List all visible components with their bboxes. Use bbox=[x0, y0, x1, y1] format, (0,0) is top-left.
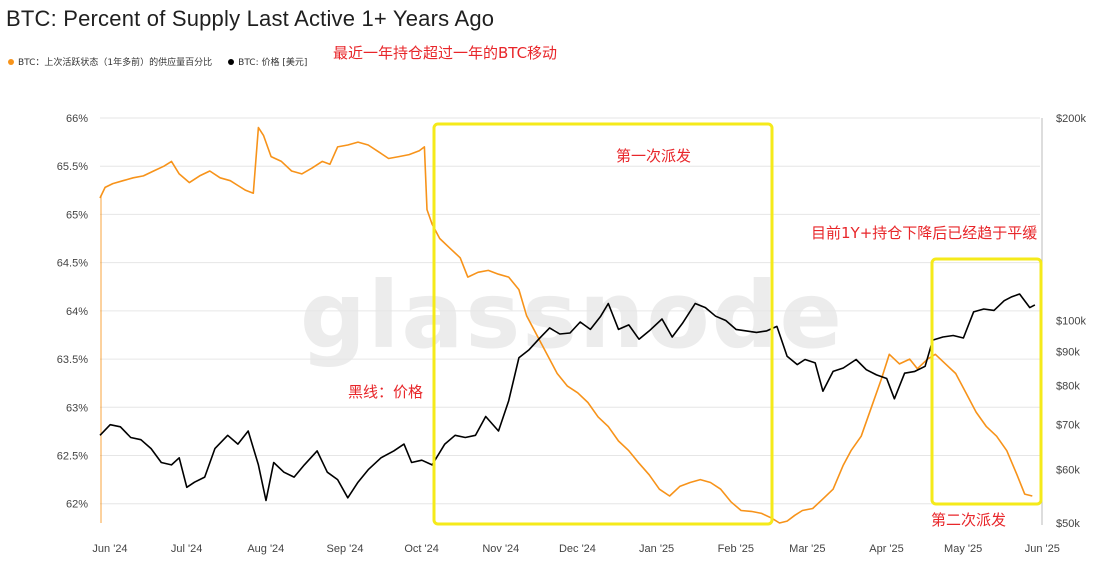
legend: BTC：上次活跃状态（1年多前）的供应量百分比 BTC: 价格 [美元] bbox=[8, 55, 307, 68]
y-tick-right: $200k bbox=[1056, 113, 1086, 125]
x-tick: Mar '25 bbox=[789, 543, 825, 555]
y-tick-left: 63.5% bbox=[57, 354, 88, 366]
series-line-price bbox=[99, 293, 1036, 502]
y-tick-left: 62.5% bbox=[57, 451, 88, 463]
annotation-second-distribution: 第二次派发 bbox=[931, 511, 1007, 529]
legend-dot-black bbox=[228, 58, 235, 65]
y-tick-left: 64% bbox=[66, 306, 88, 318]
x-tick: Jan '25 bbox=[639, 543, 674, 555]
highlight-box-second bbox=[930, 257, 1043, 506]
x-tick: Sep '24 bbox=[327, 543, 364, 555]
y-tick-left: 66% bbox=[66, 113, 88, 125]
y-tick-left: 65.5% bbox=[57, 161, 88, 173]
legend-item-supply[interactable]: BTC：上次活跃状态（1年多前）的供应量百分比 bbox=[8, 55, 212, 68]
x-tick: Jul '24 bbox=[171, 543, 202, 555]
y-tick-left: 64.5% bbox=[57, 258, 88, 270]
x-tick: Aug '24 bbox=[247, 543, 284, 555]
x-tick: Jun '24 bbox=[92, 543, 127, 555]
x-tick: May '25 bbox=[944, 543, 982, 555]
annotation-top: 最近一年持仓超过一年的BTC移动 bbox=[333, 44, 558, 62]
chart-title: BTC: Percent of Supply Last Active 1+ Ye… bbox=[6, 6, 495, 31]
y-tick-left: 62% bbox=[66, 499, 88, 511]
watermark: glassnode bbox=[300, 262, 844, 369]
x-tick: Apr '25 bbox=[869, 543, 904, 555]
legend-item-price[interactable]: BTC: 价格 [美元] bbox=[228, 55, 307, 68]
annotation-price-line: 黑线：价格 bbox=[348, 383, 424, 401]
x-tick: Feb '25 bbox=[718, 543, 754, 555]
legend-label-price: BTC: 价格 [美元] bbox=[238, 58, 308, 68]
legend-dot-orange bbox=[8, 58, 14, 65]
x-tick: Oct '24 bbox=[404, 543, 439, 555]
y-tick-right: $60k bbox=[1056, 465, 1080, 477]
x-tick: Nov '24 bbox=[482, 543, 519, 555]
legend-label-supply: BTC：上次活跃状态（1年多前）的供应量百分比 bbox=[18, 58, 213, 68]
x-tick: Jun '25 bbox=[1025, 543, 1060, 555]
series-line-supply bbox=[99, 126, 1033, 524]
y-tick-right: $100k bbox=[1056, 316, 1086, 328]
y-tick-right: $90k bbox=[1056, 346, 1080, 358]
annotation-first-distribution: 第一次派发 bbox=[616, 147, 692, 165]
highlight-box-first bbox=[432, 122, 774, 526]
y-tick-left: 65% bbox=[66, 209, 88, 221]
y-tick-right: $80k bbox=[1056, 381, 1080, 393]
y-tick-right: $70k bbox=[1056, 420, 1080, 432]
annotation-plateau: 目前1Y+持仓下降后已经趋于平缓 bbox=[811, 224, 1038, 242]
y-tick-right: $50k bbox=[1056, 518, 1080, 530]
x-tick: Dec '24 bbox=[559, 543, 596, 555]
y-tick-left: 63% bbox=[66, 402, 88, 414]
